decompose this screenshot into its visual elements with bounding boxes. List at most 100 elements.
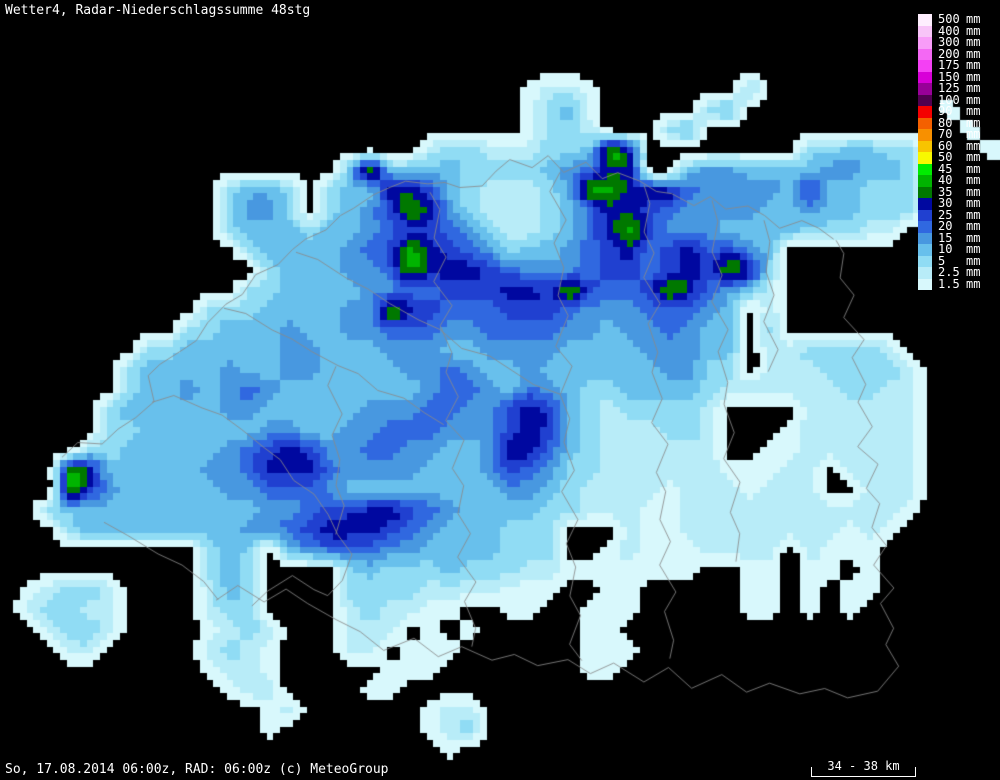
- legend-value: 45: [938, 161, 953, 176]
- legend-value: 5: [938, 253, 946, 268]
- legend-value: 200: [938, 46, 960, 61]
- legend-value: 25: [938, 207, 953, 222]
- legend-entry: 35 mm: [918, 184, 981, 199]
- legend-swatch: [918, 106, 932, 118]
- legend-value: 60: [938, 138, 953, 153]
- legend-unit: mm: [966, 58, 981, 72]
- legend-value: 90: [938, 104, 953, 118]
- legend-value: 125: [938, 81, 960, 95]
- legend-unit: mm: [966, 219, 981, 233]
- scale-bar: [811, 767, 916, 777]
- legend-entry: 500 mm: [918, 12, 981, 26]
- legend-entry: 40 mm: [918, 173, 981, 187]
- legend-swatch: [918, 48, 932, 60]
- legend-unit: mm: [966, 161, 981, 176]
- legend-swatch: [918, 129, 932, 141]
- legend-value: 40: [938, 173, 953, 187]
- legend-swatch: [918, 186, 932, 198]
- legend-entry: 20 mm: [918, 219, 981, 233]
- legend-unit: mm: [966, 46, 981, 61]
- legend-entry: 50 mm: [918, 150, 981, 164]
- legend-entry: 300 mm: [918, 35, 981, 49]
- legend-entry: 1.5 mm: [918, 276, 981, 291]
- legend-entry: 200 mm: [918, 46, 981, 61]
- legend-swatch: [918, 117, 932, 129]
- legend-value: 30: [938, 196, 953, 210]
- legend-entry: 60 mm: [918, 138, 981, 153]
- legend-entry: 150 mm: [918, 69, 981, 84]
- legend-unit: mm: [966, 138, 981, 153]
- legend-value: 50: [938, 150, 953, 164]
- legend-value: 80: [938, 115, 953, 130]
- legend-unit: mm: [966, 92, 981, 107]
- legend-value: 300: [938, 35, 960, 49]
- legend-unit: mm: [966, 230, 981, 245]
- legend-value: 35: [938, 184, 953, 199]
- map-title: Wetter4, Radar-Niederschlagssumme 48stg: [5, 3, 311, 18]
- legend-swatch: [918, 244, 932, 256]
- legend-entry: 70 mm: [918, 127, 981, 141]
- legend-swatch: [918, 221, 932, 233]
- legend-swatch: [918, 94, 932, 106]
- legend-entry: 80 mm: [918, 115, 981, 130]
- legend-value: 500: [938, 12, 960, 26]
- legend-entry: 30 mm: [918, 196, 981, 210]
- legend-unit: mm: [966, 104, 981, 118]
- legend-entry: 90 mm: [918, 104, 981, 118]
- legend-swatch: [918, 14, 932, 26]
- legend-unit: mm: [966, 69, 981, 84]
- legend-value: 400: [938, 23, 960, 38]
- legend-value: 10: [938, 242, 953, 256]
- legend-swatch: [918, 140, 932, 152]
- legend-swatch: [918, 209, 932, 221]
- legend-unit: mm: [966, 265, 981, 279]
- legend-unit: mm: [966, 23, 981, 38]
- legend-value: 20: [938, 219, 953, 233]
- timestamp-label: So, 17.08.2014 06:00z, RAD: 06:00z (c) M…: [5, 762, 389, 777]
- legend-entry: 15 mm: [918, 230, 981, 245]
- legend-swatch: [918, 37, 932, 49]
- legend-swatch: [918, 232, 932, 244]
- legend-unit: mm: [966, 127, 981, 141]
- legend-entry: 100 mm: [918, 92, 981, 107]
- legend-swatch: [918, 255, 932, 267]
- legend-entry: 25 mm: [918, 207, 981, 222]
- legend-entry: 400 mm: [918, 23, 981, 38]
- legend-swatch: [918, 83, 932, 95]
- legend-value: 150: [938, 69, 960, 84]
- legend-entry: 5 mm: [918, 253, 981, 268]
- legend-swatch: [918, 175, 932, 187]
- legend-swatch: [918, 25, 932, 37]
- legend-unit: mm: [966, 115, 981, 130]
- legend-entry: 45 mm: [918, 161, 981, 176]
- legend-unit: mm: [966, 81, 981, 95]
- legend-entry: 125 mm: [918, 81, 981, 95]
- legend-swatch: [918, 267, 932, 279]
- legend-entry: 175 mm: [918, 58, 981, 72]
- legend-swatch: [918, 198, 932, 210]
- legend-value: 2.5: [938, 265, 960, 279]
- legend-unit: mm: [966, 173, 981, 187]
- legend-value: 15: [938, 230, 953, 245]
- legend-swatch: [918, 163, 932, 175]
- legend-unit: mm: [966, 253, 981, 268]
- precipitation-legend: 500 mm 400 mm 300 mm 200 mm 175 mm 150 mm 125 mm 100 mm…: [918, 12, 981, 291]
- legend-value: 1.5: [938, 276, 960, 291]
- legend-unit: mm: [966, 12, 981, 26]
- legend-swatch: [918, 278, 932, 290]
- legend-value: 70: [938, 127, 953, 141]
- legend-unit: mm: [966, 184, 981, 199]
- legend-unit: mm: [966, 196, 981, 210]
- legend-entry: 10 mm: [918, 242, 981, 256]
- legend-unit: mm: [966, 276, 981, 291]
- legend-unit: mm: [966, 35, 981, 49]
- legend-unit: mm: [966, 207, 981, 222]
- legend-swatch: [918, 60, 932, 72]
- legend-value: 100: [938, 92, 960, 107]
- legend-unit: mm: [966, 242, 981, 256]
- legend-unit: mm: [966, 150, 981, 164]
- legend-swatch: [918, 152, 932, 164]
- legend-swatch: [918, 71, 932, 83]
